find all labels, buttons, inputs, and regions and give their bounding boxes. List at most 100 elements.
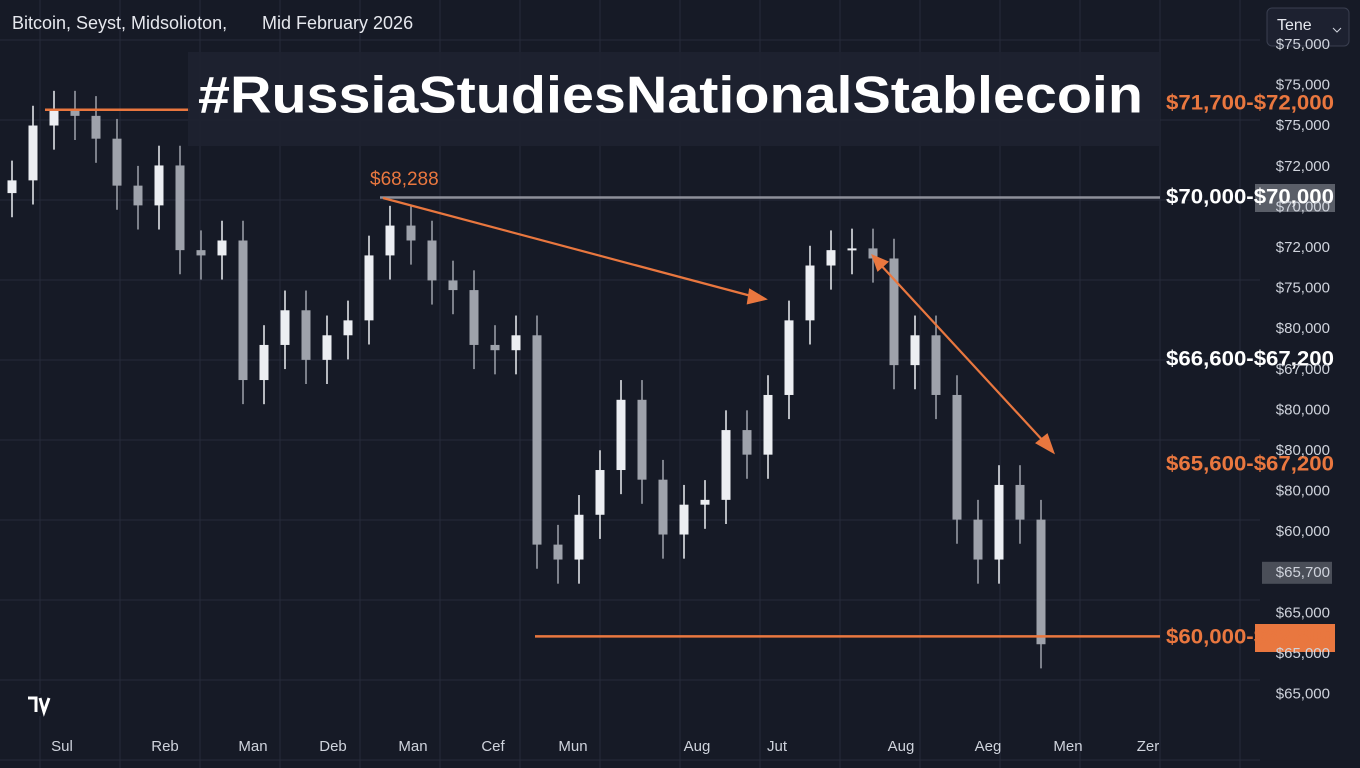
candle-body: [259, 344, 269, 381]
candle-body: [154, 165, 164, 206]
candle-body: [1036, 519, 1046, 645]
x-axis-label: Men: [1053, 738, 1082, 755]
price-axis-label: $65,000: [1276, 686, 1330, 703]
candle-body: [469, 290, 479, 345]
price-axis-label: $72,000: [1276, 158, 1330, 175]
price-axis-label: $80,000: [1276, 401, 1330, 418]
x-axis-label: Zer: [1137, 738, 1160, 755]
arrow-head: [1035, 433, 1056, 455]
dropdown[interactable]: [1266, 7, 1350, 47]
x-axis-label: Man: [238, 738, 267, 755]
candle-body: [574, 514, 584, 560]
x-axis-label: Aug: [684, 738, 711, 755]
candle-body: [763, 394, 773, 455]
candle-body: [427, 240, 437, 281]
chart-title: #RussiaStudiesNationalStablecoin: [198, 67, 1143, 125]
candle-body: [49, 110, 59, 126]
candle-body: [931, 335, 941, 395]
candle-body: [595, 470, 605, 515]
price-axis-label: $75,000: [1276, 280, 1330, 297]
candle-body: [238, 240, 248, 381]
candle-body: [973, 519, 983, 560]
arrow: [877, 261, 1047, 445]
candle-body: [28, 125, 38, 181]
price-axis-label: $75,000: [1276, 36, 1330, 53]
candle-body: [637, 399, 647, 480]
arrow-head: [746, 288, 768, 305]
candle-body: [805, 265, 815, 321]
dropdown-label[interactable]: Tene: [1277, 17, 1312, 34]
candle-body: [511, 335, 521, 351]
arrow: [382, 196, 756, 299]
x-axis-label: Aug: [888, 738, 915, 755]
price-axis-label: $80,000: [1276, 442, 1330, 459]
price-axis-label: $75,000: [1276, 117, 1330, 134]
candle-body: [448, 280, 458, 291]
candle-body: [91, 115, 101, 139]
level-label-box: [1255, 184, 1335, 212]
candles: [7, 90, 1046, 669]
candle-body: [301, 310, 311, 360]
price-label-box: [1262, 561, 1332, 584]
candle-body: [868, 248, 878, 259]
x-axis-label: Man: [398, 738, 427, 755]
candle-body: [616, 399, 626, 471]
logo: [24, 694, 54, 717]
candle-body: [994, 484, 1004, 560]
level-label: $65,600-$67,200: [1166, 453, 1334, 476]
candle-body: [217, 240, 227, 256]
header-date: Mid February 2026: [262, 13, 413, 33]
candle-body: [490, 344, 500, 351]
candle-body: [889, 258, 899, 366]
candle-body: [952, 394, 962, 520]
candle-body: [721, 430, 731, 500]
price-axis-label: $65,700: [1276, 564, 1330, 581]
x-axis-label: Deb: [319, 738, 347, 755]
candle-body: [175, 165, 185, 251]
price-axis-label: $80,000: [1276, 320, 1330, 337]
x-axis-label: Cef: [481, 738, 505, 755]
level-label: $71,700-$72,000: [1166, 92, 1334, 115]
dropdown-caret: [1332, 27, 1342, 33]
level-label: $60,000-$62,800: [1166, 626, 1334, 649]
header-source: Bitcoin, Seyst, Midsolioton,: [12, 13, 227, 33]
annotation: $68,288: [370, 169, 439, 190]
x-axis-label: Jut: [767, 738, 788, 755]
candle-body: [826, 250, 836, 266]
price-axis-label: $80,000: [1276, 483, 1330, 500]
candle-body: [532, 335, 542, 545]
candle-body: [658, 479, 668, 535]
candle-body: [385, 225, 395, 256]
candle-body: [70, 110, 80, 116]
x-axis-label: Mun: [558, 738, 587, 755]
price-axis-label: $72,000: [1276, 239, 1330, 256]
price-axis-label: $75,000: [1276, 77, 1330, 94]
candle-body: [364, 255, 374, 321]
candle-body: [133, 185, 143, 206]
candle-body: [742, 430, 752, 455]
candle-body: [280, 310, 290, 345]
price-axis-label: $60,000: [1276, 523, 1330, 540]
candle-body: [553, 544, 563, 560]
candle-body: [679, 504, 689, 535]
price-axis-label: $70,000: [1276, 198, 1330, 215]
candle-body: [784, 320, 794, 395]
candle-body: [910, 335, 920, 366]
candle-body: [1015, 484, 1025, 520]
candle-body: [7, 180, 17, 194]
level-label: $70,000-$70,000: [1166, 186, 1334, 209]
candle-body: [406, 225, 416, 241]
level-label-box: [1255, 624, 1335, 652]
arrows: [382, 196, 1056, 455]
x-axis-label: Sul: [51, 738, 73, 755]
candle-body: [700, 499, 710, 505]
arrow-head: [871, 253, 890, 272]
candle-body: [847, 248, 857, 251]
levels: [45, 108, 1160, 638]
x-axis-label: Reb: [151, 738, 179, 755]
level-label: $66,600-$67,200: [1166, 348, 1334, 371]
candle-body: [343, 320, 353, 336]
candle-body: [196, 250, 206, 256]
price-axis-label: $65,000: [1276, 645, 1330, 662]
